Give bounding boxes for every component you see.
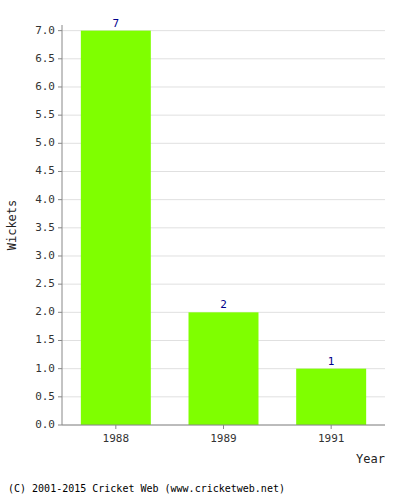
y-tick xyxy=(58,58,62,59)
x-tick xyxy=(115,425,116,429)
y-tick-label: 0.5 xyxy=(35,390,55,403)
y-tick xyxy=(58,30,62,31)
bar xyxy=(81,31,151,425)
bar xyxy=(189,312,259,425)
footer-text: (C) 2001-2015 Cricket Web (www.cricketwe… xyxy=(8,483,285,494)
y-tick-label: 1.5 xyxy=(35,333,55,346)
y-axis: 0.0 0.5 1.0 1.5 2.0 2.5 3.0 3.5 4.0 4.5 5.0 5.5 6.0 6… xyxy=(35,24,62,431)
y-tick-label: 2.0 xyxy=(35,305,55,318)
y-tick xyxy=(58,86,62,87)
y-tick-label: 3.5 xyxy=(35,221,55,234)
grid xyxy=(62,31,385,425)
y-tick-label: 0.0 xyxy=(35,418,55,431)
y-tick xyxy=(58,143,62,144)
x-tick-label: 1988 xyxy=(103,432,130,445)
x-tick xyxy=(331,425,332,429)
y-tick-label: 2.5 xyxy=(35,277,55,290)
y-tick-label: 1.0 xyxy=(35,362,55,375)
data-label: 1 xyxy=(328,355,335,368)
y-tick-label: 4.0 xyxy=(35,193,55,206)
y-tick-label: 3.0 xyxy=(35,249,55,262)
x-tick-label: 1989 xyxy=(210,432,237,445)
y-tick xyxy=(58,396,62,397)
y-tick xyxy=(58,425,62,426)
data-labels: 7 2 1 xyxy=(113,17,335,368)
y-tick xyxy=(58,199,62,200)
y-tick-label: 5.0 xyxy=(35,136,55,149)
bars xyxy=(81,31,366,425)
y-tick xyxy=(58,368,62,369)
chart: 0.0 0.5 1.0 1.5 2.0 2.5 3.0 3.5 4.0 4.5 5.0 5.5 6.0 6… xyxy=(0,0,400,500)
y-tick-label: 6.0 xyxy=(35,80,55,93)
y-tick-label: 6.5 xyxy=(35,52,55,65)
y-tick xyxy=(58,340,62,341)
y-axis-line xyxy=(62,25,63,425)
data-label: 2 xyxy=(220,298,227,311)
y-tick-label: 5.5 xyxy=(35,108,55,121)
y-tick xyxy=(58,284,62,285)
x-axis-label: Year xyxy=(356,452,385,466)
y-tick xyxy=(58,115,62,116)
y-tick xyxy=(58,227,62,228)
x-tick xyxy=(223,425,224,429)
y-tick xyxy=(58,171,62,172)
x-tick-label: 1991 xyxy=(318,432,345,445)
y-tick-label: 4.5 xyxy=(35,164,55,177)
bar xyxy=(296,369,366,425)
y-axis-label: Wickets xyxy=(5,200,19,251)
x-axis: 1988 1989 1991 xyxy=(103,425,345,445)
data-label: 7 xyxy=(113,17,120,30)
y-tick-label: 7.0 xyxy=(35,24,55,37)
y-tick xyxy=(58,312,62,313)
y-tick xyxy=(58,255,62,256)
